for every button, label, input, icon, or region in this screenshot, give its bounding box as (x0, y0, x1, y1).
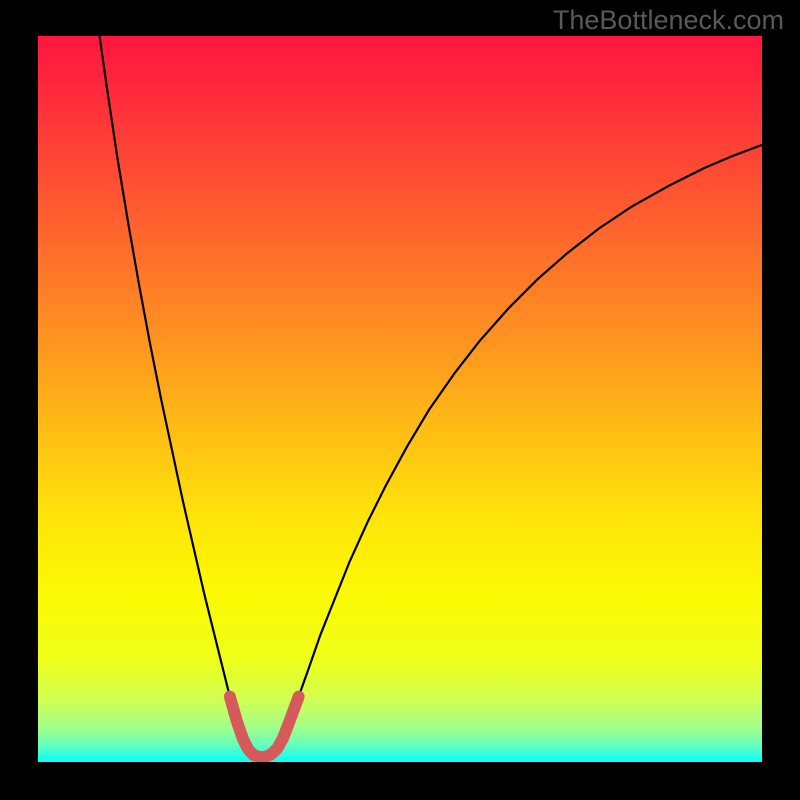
gradient-background (38, 36, 762, 762)
chart-container: TheBottleneck.com (0, 0, 800, 800)
bottleneck-chart (38, 36, 762, 762)
watermark-text: TheBottleneck.com (553, 5, 784, 36)
